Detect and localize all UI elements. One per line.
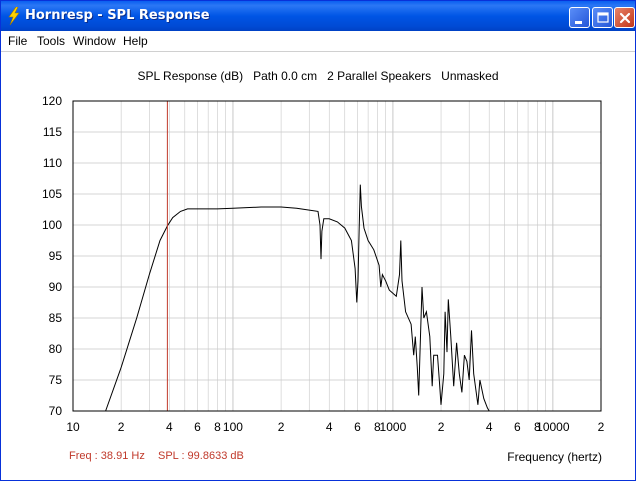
y-tick-label: 95 (49, 249, 63, 263)
y-tick-label: 85 (49, 311, 63, 325)
x-axis-label: Frequency (hertz) (507, 450, 602, 464)
menu-window[interactable]: Window (73, 34, 116, 48)
menu-help[interactable]: Help (123, 34, 148, 48)
y-tick-label: 70 (49, 404, 63, 418)
x-tick-label: 2 (598, 420, 605, 434)
x-tick-label: 4 (326, 420, 333, 434)
y-tick-label: 90 (49, 280, 63, 294)
x-tick-label: 8 (534, 420, 541, 434)
y-tick-label: 100 (42, 218, 62, 232)
title-bar[interactable]: Hornresp - SPL Response (1, 1, 635, 31)
x-tick-label: 2 (118, 420, 125, 434)
chart-title: SPL Response (dB) Path 0.0 cm 2 Parallel… (137, 69, 499, 83)
x-tick-label: 8 (374, 420, 381, 434)
x-tick-label: 4 (166, 420, 173, 434)
y-axis-ticks: 120 115 110 105 100 95 90 85 80 75 70 (42, 94, 62, 418)
x-tick-label: 4 (486, 420, 493, 434)
y-tick-label: 80 (49, 342, 63, 356)
x-tick-label: 6 (514, 420, 521, 434)
x-tick-label: 6 (354, 420, 361, 434)
y-tick-label: 105 (42, 187, 62, 201)
chart-grid (72, 100, 602, 412)
x-tick-label: 1000 (380, 420, 407, 434)
x-tick-label: 100 (223, 420, 243, 434)
menu-tools[interactable]: Tools (37, 34, 66, 48)
x-tick-label: 6 (194, 420, 201, 434)
y-tick-label: 75 (49, 373, 63, 387)
spl-trace-line (105, 184, 490, 412)
freq-readout: Freq : 38.91 Hz (69, 450, 145, 462)
plot-frame (72, 100, 602, 412)
menu-file[interactable]: File (8, 34, 28, 48)
x-tick-label: 2 (278, 420, 285, 434)
x-tick-label: 8 (214, 420, 221, 434)
app-lightning-icon (7, 6, 21, 26)
y-tick-label: 110 (43, 156, 62, 170)
menu-bar: File Tools Window Help (1, 31, 635, 52)
x-tick-label: 10000 (536, 420, 570, 434)
y-tick-label: 120 (42, 94, 62, 108)
maximize-button[interactable] (592, 7, 613, 28)
x-tick-label: 10 (66, 420, 80, 434)
y-tick-label: 115 (43, 125, 62, 139)
x-tick-label: 2 (438, 420, 445, 434)
spl-readout: SPL : 99.8633 dB (158, 450, 244, 462)
minimize-button[interactable] (569, 7, 590, 28)
window-title: Hornresp - SPL Response (25, 8, 210, 23)
close-button[interactable] (614, 7, 635, 28)
